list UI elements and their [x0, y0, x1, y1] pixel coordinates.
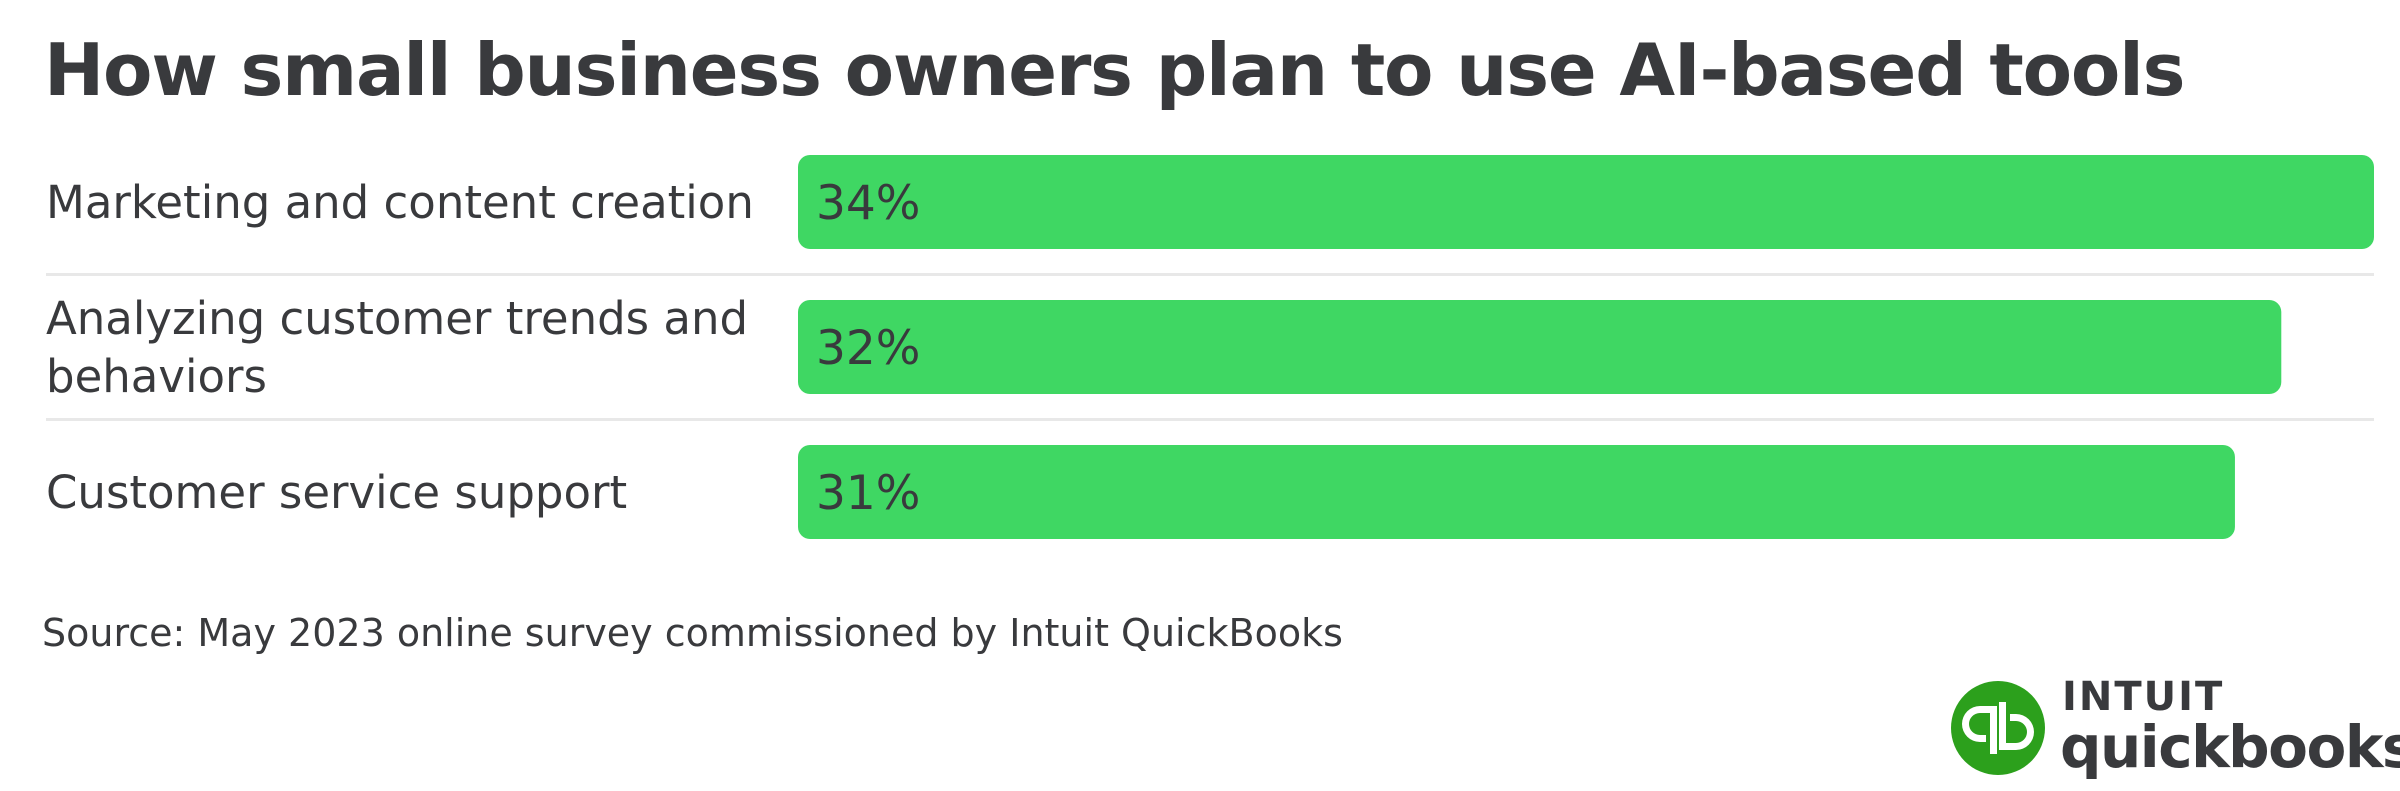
- bar-value-label-1: 34%: [816, 176, 920, 231]
- bar-value-label-2: 32%: [816, 321, 920, 376]
- chart-title: How small business owners plan to use AI…: [44, 28, 2185, 112]
- source-note: Source: May 2023 online survey commissio…: [42, 611, 1343, 655]
- logo-wordmark-quickbooks: quickbooks.: [2060, 713, 2400, 781]
- bar-value-label-3: 31%: [816, 466, 920, 521]
- category-label-1: Marketing and content creation: [46, 176, 754, 229]
- bar-1: [798, 155, 2374, 249]
- quickbooks-qb-icon: [1951, 681, 2045, 775]
- bar-2: [798, 300, 2282, 394]
- category-label-2: Analyzing customer trends and behaviors: [46, 292, 748, 403]
- logo-wordmark-intuit: INTUIT: [2062, 674, 2225, 720]
- quickbooks-logo: INTUIT quickbooks.: [1950, 674, 2400, 784]
- bar-3: [798, 445, 2235, 539]
- category-label-3: Customer service support: [46, 466, 627, 519]
